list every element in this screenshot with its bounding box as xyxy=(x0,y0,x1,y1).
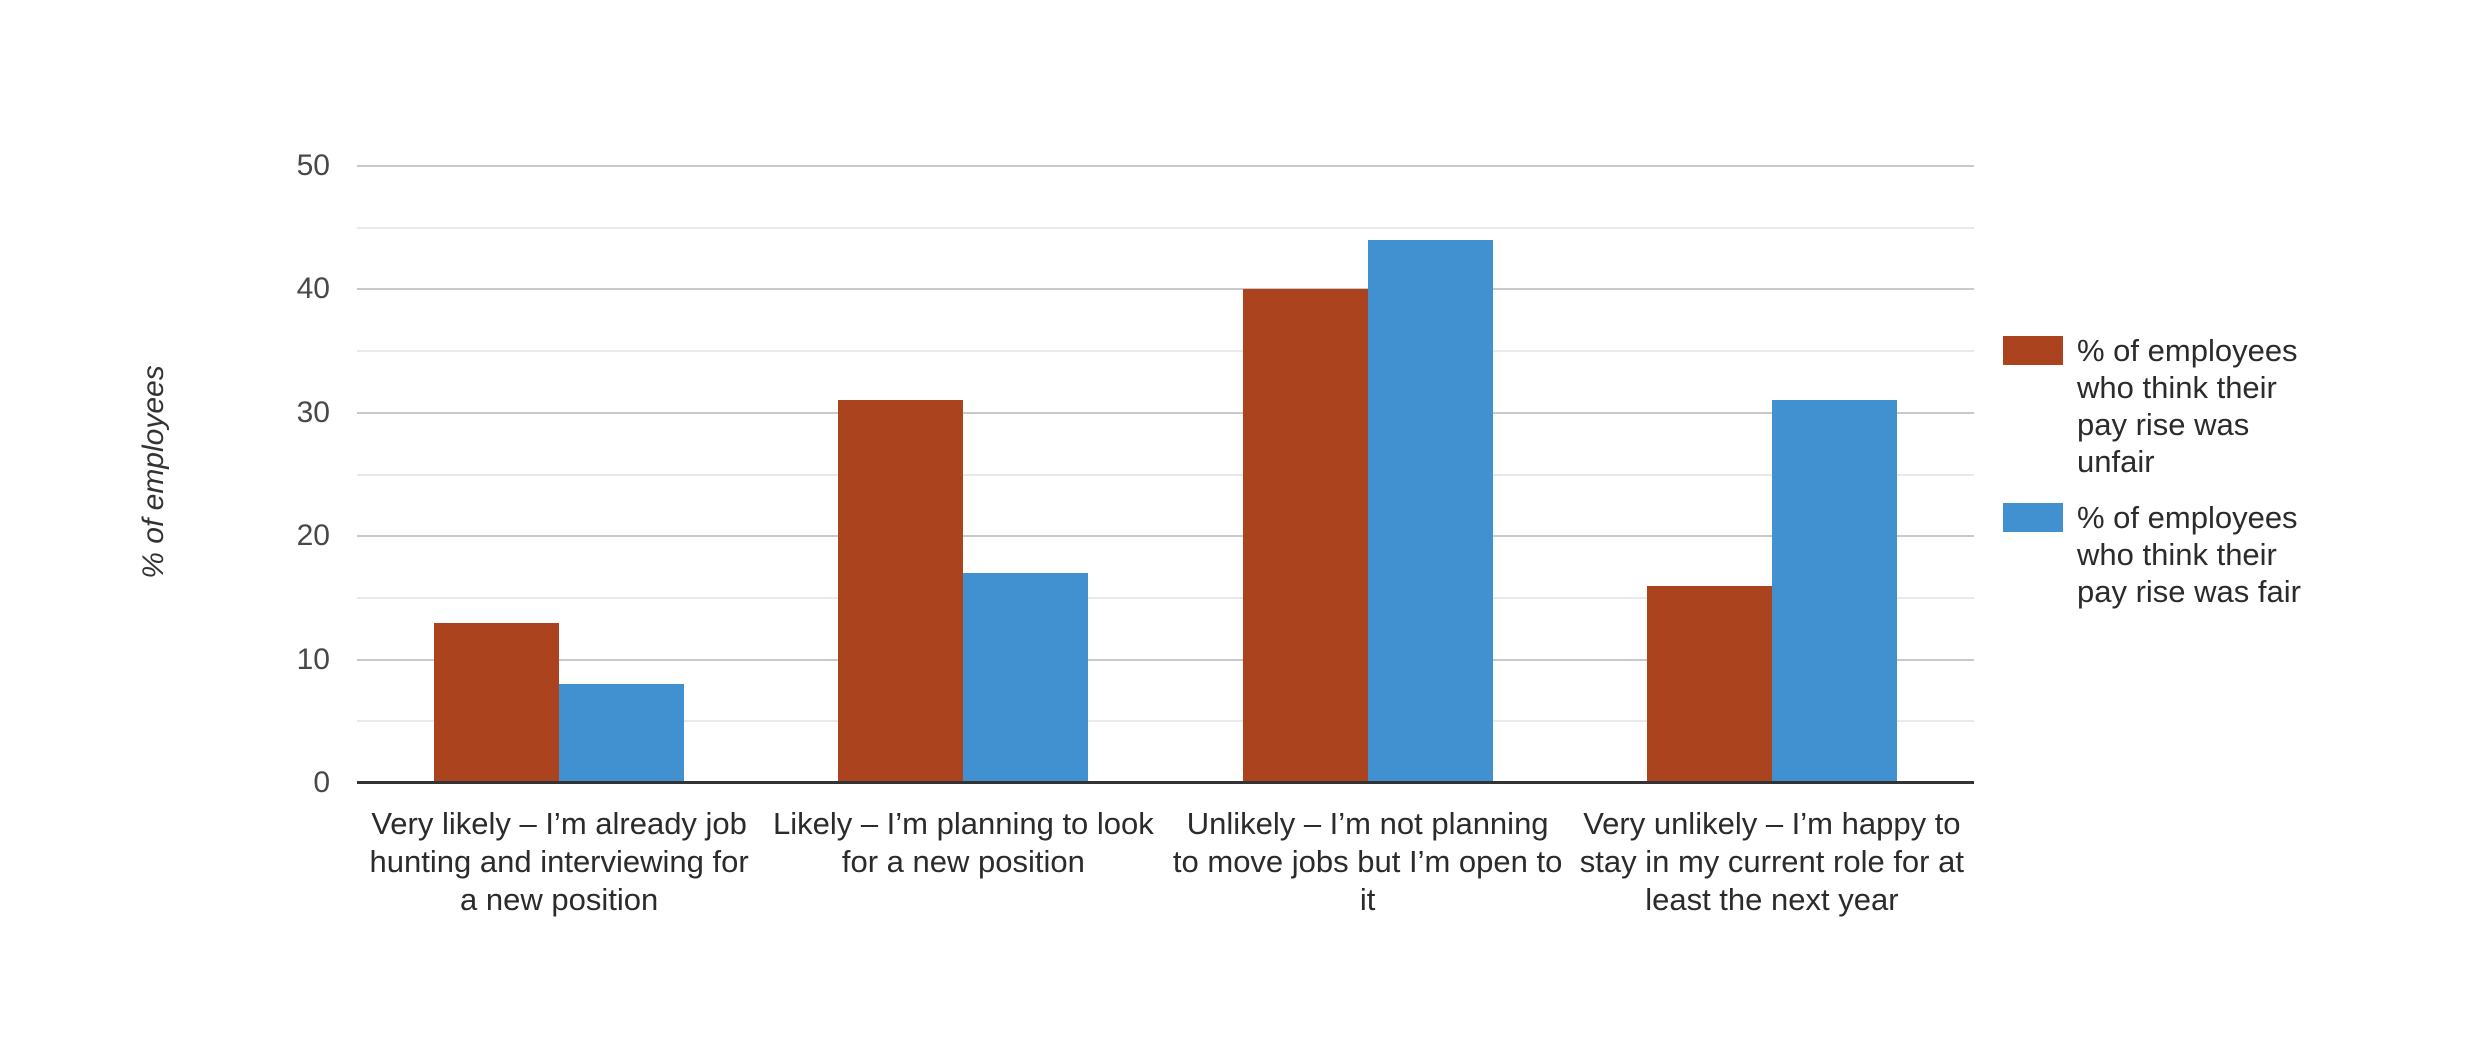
minor-gridline-5 xyxy=(357,720,1974,723)
x-axis-line xyxy=(357,781,1974,784)
major-gridline-20 xyxy=(357,535,1974,538)
bar-series1-cat0 xyxy=(559,684,685,783)
legend-label-0: % of employees who think their pay rise … xyxy=(2077,333,2298,479)
category-label-2: Unlikely – I’m not planning to move jobs… xyxy=(1172,806,1563,917)
legend-swatch-1 xyxy=(2003,503,2063,532)
minor-gridline-25 xyxy=(357,473,1974,476)
category-label-1: Likely – I’m planning to look for a new … xyxy=(772,806,1154,879)
y-tick-label-0: 0 xyxy=(313,766,330,799)
major-gridline-40 xyxy=(357,288,1974,291)
bar-series1-cat3 xyxy=(1771,400,1897,783)
legend-swatch-0 xyxy=(2003,336,2063,365)
y-tick-label-50: 50 xyxy=(296,149,330,182)
minor-gridline-15 xyxy=(357,596,1974,599)
bar-series0-cat2 xyxy=(1242,289,1368,783)
bar-series0-cat0 xyxy=(434,622,560,783)
legend-label-1: % of employees who think their pay rise … xyxy=(2077,500,2301,609)
bar-series0-cat3 xyxy=(1646,585,1772,783)
y-tick-label-40: 40 xyxy=(296,272,330,306)
legend: % of employees who think their pay rise … xyxy=(2003,332,2463,629)
legend-item-1: % of employees who think their pay rise … xyxy=(2003,499,2463,610)
major-gridline-50 xyxy=(357,165,1974,167)
bar-series1-cat2 xyxy=(1367,240,1493,783)
plot-area xyxy=(357,165,1974,784)
bar-series0-cat1 xyxy=(838,400,964,783)
y-tick-label-20: 20 xyxy=(296,519,330,553)
major-gridline-30 xyxy=(357,411,1974,414)
category-label-0: Very likely – I’m already job hunting an… xyxy=(369,806,749,917)
major-gridline-10 xyxy=(357,658,1974,661)
y-tick-label-30: 30 xyxy=(296,395,330,429)
bar-series1-cat1 xyxy=(963,573,1089,783)
minor-gridline-35 xyxy=(357,350,1974,353)
y-tick-label-10: 10 xyxy=(296,642,330,676)
minor-gridline-45 xyxy=(357,226,1974,229)
legend-item-0: % of employees who think their pay rise … xyxy=(2003,332,2463,480)
category-label-3: Very unlikely – I’m happy to stay in my … xyxy=(1579,806,1964,917)
